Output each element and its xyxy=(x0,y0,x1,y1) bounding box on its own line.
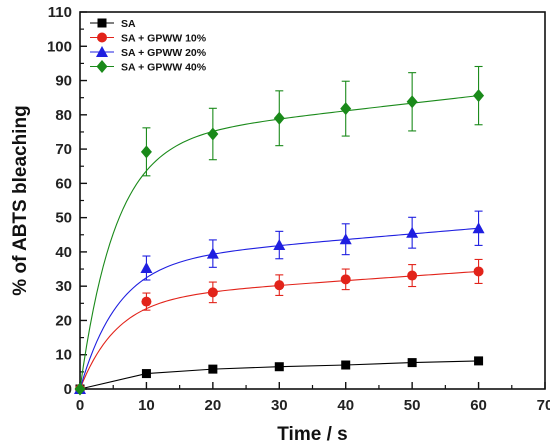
y-tick-label: 80 xyxy=(55,107,72,124)
y-tick-label: 70 xyxy=(55,141,72,158)
x-tick-label: 40 xyxy=(337,397,354,414)
legend-marker xyxy=(97,18,107,28)
data-point xyxy=(141,296,152,307)
y-tick-label: 110 xyxy=(48,4,72,21)
data-point xyxy=(74,382,86,396)
data-point xyxy=(273,239,286,251)
data-point xyxy=(406,95,418,109)
data-point xyxy=(406,226,419,238)
legend-label: SA + GPWW 20% xyxy=(121,47,207,59)
data-point xyxy=(274,362,284,372)
data-point xyxy=(474,356,484,366)
legend-marker xyxy=(96,60,108,73)
data-point xyxy=(207,127,219,141)
x-tick-label: 50 xyxy=(404,397,421,414)
data-point xyxy=(473,89,485,103)
data-point xyxy=(472,222,485,234)
y-tick-label: 100 xyxy=(47,38,72,55)
x-tick-label: 10 xyxy=(138,397,155,414)
x-tick-label: 60 xyxy=(470,397,487,414)
y-tick-label: 50 xyxy=(55,210,72,227)
x-tick-label: 70 xyxy=(537,397,550,414)
legend-label: SA xyxy=(121,18,136,30)
y-tick-label: 40 xyxy=(55,244,72,261)
series-2 xyxy=(75,258,484,394)
legend-label: SA + GPWW 10% xyxy=(121,33,207,45)
data-point xyxy=(273,111,285,125)
data-point xyxy=(341,360,351,370)
legend: SA SA + GPWW 10% SA + GPWW 20% SA + GPWW 40… xyxy=(90,18,207,74)
y-tick-label: 30 xyxy=(55,278,72,295)
y-axis-title: % of ABTS bleaching xyxy=(10,105,31,295)
data-point xyxy=(407,270,418,281)
data-point xyxy=(141,369,151,379)
series-4 xyxy=(74,65,485,396)
data-point xyxy=(340,102,352,116)
data-point xyxy=(140,262,153,274)
data-point xyxy=(207,287,218,298)
y-tick-label: 0 xyxy=(64,381,72,398)
x-tick-label: 30 xyxy=(271,397,288,414)
legend-marker xyxy=(97,32,107,43)
x-axis-title: Time / s xyxy=(277,424,347,445)
legend-marker xyxy=(96,46,108,57)
data-point xyxy=(206,247,219,259)
y-tick-label: 60 xyxy=(55,175,72,192)
series-3 xyxy=(74,210,485,394)
x-tick-label: 20 xyxy=(205,397,222,414)
data-point xyxy=(208,364,218,374)
plot-area: 0 10 20 30 40 50 60 70 0 10 20 30 40 50 60 70 80 90 100 110… xyxy=(47,4,550,414)
y-tick-label: 10 xyxy=(55,347,72,364)
data-point xyxy=(274,280,285,291)
data-point xyxy=(340,274,351,285)
data-point xyxy=(339,233,352,245)
data-point xyxy=(473,266,484,277)
data-point xyxy=(140,145,152,159)
y-tick-label: 20 xyxy=(55,312,72,329)
x-tick-label: 0 xyxy=(76,397,84,414)
legend-label: SA + GPWW 40% xyxy=(121,62,207,74)
y-tick-label: 90 xyxy=(55,73,72,90)
data-point xyxy=(407,358,417,368)
